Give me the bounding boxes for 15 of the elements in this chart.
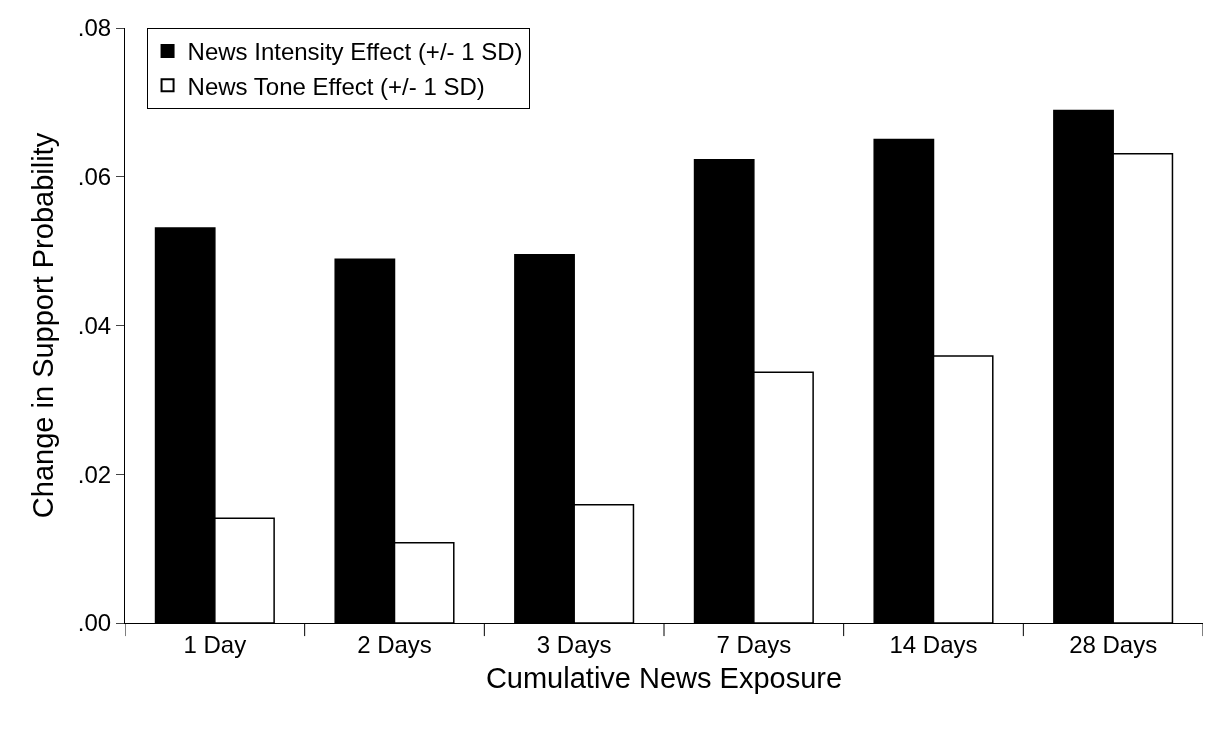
x-axis-title: Cumulative News Exposure — [485, 661, 843, 694]
x-tick-label: 7 Days — [716, 630, 792, 658]
x-tick-label: 14 Days — [889, 630, 978, 658]
legend-label: News Tone Effect (+/- 1 SD) — [187, 72, 485, 100]
y-tick-label: .08 — [77, 14, 112, 42]
y-tick-label: .02 — [77, 460, 112, 488]
legend-label: News Intensity Effect (+/- 1 SD) — [187, 38, 523, 66]
y-tick-label: .04 — [77, 311, 112, 339]
x-tick-label: 2 Days — [357, 630, 432, 658]
x-tick-label: 28 Days — [1069, 630, 1158, 658]
y-axis-title: Change in Support Probability — [27, 132, 60, 519]
x-tick-label: 1 Day — [183, 630, 247, 658]
y-tick-label: .00 — [77, 609, 112, 637]
y-tick-label: .06 — [77, 163, 112, 191]
x-tick-label: 3 Days — [536, 630, 612, 658]
